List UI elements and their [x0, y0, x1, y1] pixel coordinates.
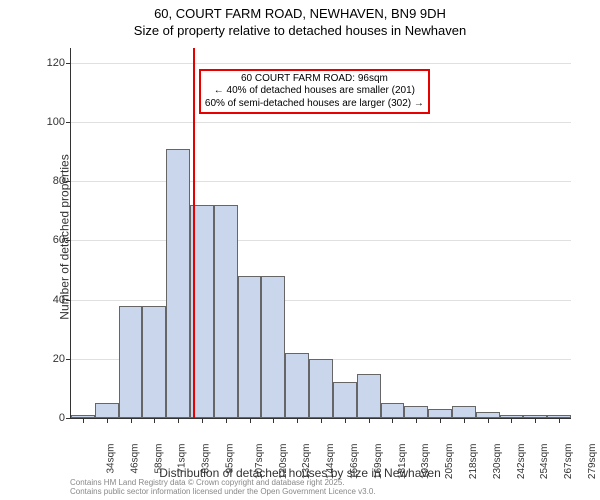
histogram-bar [238, 276, 262, 418]
x-tick-mark [321, 418, 322, 423]
gridline [71, 122, 571, 123]
x-tick-mark [107, 418, 108, 423]
x-tick-mark [369, 418, 370, 423]
histogram-bar [119, 306, 143, 418]
chart-container: 60, COURT FARM ROAD, NEWHAVEN, BN9 9DH S… [0, 0, 600, 500]
x-tick-mark [131, 418, 132, 423]
x-tick-mark [488, 418, 489, 423]
title-line-1: 60, COURT FARM ROAD, NEWHAVEN, BN9 9DH [0, 6, 600, 23]
x-tick-mark [273, 418, 274, 423]
y-tick-label: 20 [53, 353, 71, 365]
histogram-bar [214, 205, 238, 418]
footer-line-2: Contains public sector information licen… [70, 487, 376, 497]
x-tick-mark [535, 418, 536, 423]
y-tick-label: 120 [47, 57, 71, 69]
histogram-bar [452, 406, 476, 418]
histogram-bar [404, 406, 428, 418]
x-tick-mark [202, 418, 203, 423]
histogram-bar [95, 403, 119, 418]
reference-line [193, 48, 195, 418]
x-tick-mark [392, 418, 393, 423]
annotation-line: 60 COURT FARM ROAD: 96sqm [205, 73, 424, 86]
x-tick-mark [83, 418, 84, 423]
x-tick-mark [154, 418, 155, 423]
y-tick-label: 60 [53, 234, 71, 246]
x-tick-mark [226, 418, 227, 423]
y-tick-label: 0 [59, 412, 71, 424]
histogram-bar [309, 359, 333, 418]
histogram-bar [261, 276, 285, 418]
gridline [71, 240, 571, 241]
footer-line-1: Contains HM Land Registry data © Crown c… [70, 478, 376, 488]
gridline [71, 63, 571, 64]
x-tick-mark [297, 418, 298, 423]
histogram-bar [142, 306, 166, 418]
histogram-bar [333, 382, 357, 418]
x-tick-mark [511, 418, 512, 423]
y-tick-label: 80 [53, 175, 71, 187]
x-tick-mark [250, 418, 251, 423]
x-tick-mark [440, 418, 441, 423]
histogram-bar [166, 149, 190, 418]
x-tick-mark [345, 418, 346, 423]
histogram-bar [428, 409, 452, 418]
x-tick-mark [464, 418, 465, 423]
y-tick-label: 100 [47, 116, 71, 128]
gridline [71, 300, 571, 301]
title-line-2: Size of property relative to detached ho… [0, 23, 600, 40]
histogram-bar [381, 403, 405, 418]
histogram-bar [357, 374, 381, 418]
x-tick-mark [416, 418, 417, 423]
chart-title: 60, COURT FARM ROAD, NEWHAVEN, BN9 9DH S… [0, 0, 600, 40]
annotation-line: 60% of semi-detached houses are larger (… [205, 98, 424, 111]
y-tick-label: 40 [53, 294, 71, 306]
footer-attribution: Contains HM Land Registry data © Crown c… [70, 478, 376, 497]
x-tick-mark [178, 418, 179, 423]
histogram-bar [285, 353, 309, 418]
annotation-box: 60 COURT FARM ROAD: 96sqm← 40% of detach… [199, 69, 430, 115]
plot-area: 02040608010012034sqm46sqm58sqm71sqm83sqm… [70, 48, 571, 419]
annotation-line: ← 40% of detached houses are smaller (20… [205, 85, 424, 98]
gridline [71, 181, 571, 182]
x-tick-mark [559, 418, 560, 423]
